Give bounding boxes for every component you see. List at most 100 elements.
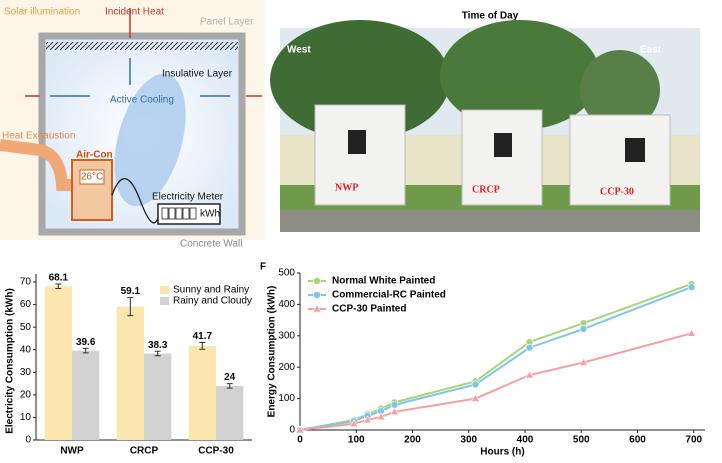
bar [72, 350, 100, 440]
insulative-layer [46, 42, 238, 50]
error-bar [82, 347, 89, 354]
tree [440, 20, 600, 130]
x-tick-label: 200 [404, 435, 421, 446]
y-tick-label: 70 [20, 277, 32, 288]
bar [116, 306, 144, 440]
x-tick-label: 0 [297, 435, 303, 446]
label: 26°C [81, 172, 103, 183]
y-tick-label: 0 [25, 435, 31, 446]
label: Incident Heat [105, 7, 164, 18]
error-bar [55, 283, 62, 290]
y-tick-label: 60 [20, 299, 32, 310]
point [389, 407, 400, 416]
bar [44, 286, 72, 440]
error-bar [127, 297, 134, 317]
photo-label: NWP [335, 182, 358, 193]
y-tick-label: 500 [278, 268, 295, 279]
exhaust-pipe [0, 139, 75, 191]
legend-label: Sunny and Rainy [173, 285, 249, 296]
label: Solar illumination [4, 7, 80, 18]
legend-marker [313, 277, 321, 285]
bar [144, 353, 172, 440]
photo-label: CCP-30 [600, 186, 634, 197]
label: Electricity Meter [152, 192, 224, 203]
bar [216, 385, 244, 440]
photo-label: East [640, 45, 662, 56]
x-tick-label: 300 [460, 435, 477, 446]
aircon-unit [71, 159, 113, 221]
cooling-zone [114, 73, 186, 207]
point [362, 415, 373, 424]
y-tick-label: 10 [20, 412, 32, 423]
label: Insulative Layer [162, 69, 233, 80]
y-tick-label: 30 [20, 367, 32, 378]
x-tick-label: CRCP [130, 446, 159, 457]
meter-wire [111, 178, 161, 224]
ground [280, 210, 700, 232]
label: Air-Con [76, 150, 113, 161]
legend-swatch [160, 286, 169, 294]
y-axis-label: Energy Consumption (kWh) [267, 286, 278, 418]
point [579, 325, 588, 333]
data-label: 59.1 [121, 286, 141, 297]
label: kWh [200, 209, 220, 220]
x-tick-label: 600 [629, 435, 646, 446]
panel-label: F [260, 262, 266, 273]
x-tick-label: 400 [517, 435, 534, 446]
legend-label: Commercial-RC Painted [332, 290, 446, 301]
bar [188, 345, 216, 440]
point [525, 343, 534, 352]
diagram: Solar illumination Incident Heat Panel L… [0, 0, 265, 250]
x-tick-label: CCP-30 [198, 446, 234, 457]
legend-marker [313, 291, 321, 299]
data-label: 24 [224, 372, 236, 383]
photo: Time of Day West East NWP CRCP CCP-30 [270, 11, 700, 232]
point [686, 328, 697, 337]
y-tick-label: 40 [20, 344, 32, 355]
label: Panel Layer [200, 17, 254, 28]
y-tick-label: 200 [278, 362, 295, 373]
error-bar [199, 341, 206, 350]
point [470, 393, 481, 402]
tree [580, 50, 660, 130]
point [578, 357, 589, 366]
legend-swatch [160, 297, 169, 305]
legend-label: Rainy and Cloudy [173, 296, 252, 307]
y-tick-label: 20 [20, 389, 32, 400]
label: Active Cooling [110, 95, 174, 106]
point [376, 412, 386, 421]
error-bar [154, 350, 161, 357]
point [295, 425, 305, 434]
point [349, 419, 359, 428]
photo-label: West [287, 45, 311, 56]
data-label: 41.7 [193, 331, 213, 342]
y-tick-label: 100 [278, 393, 295, 404]
error-bar [226, 383, 233, 389]
x-axis-label: Hours (h) [480, 447, 524, 458]
x-tick-label: 700 [685, 435, 702, 446]
aircon-display [79, 169, 105, 185]
legend-label: Normal White Painted [332, 276, 435, 287]
photo-title: Time of Day [462, 11, 519, 22]
data-label: 38.3 [148, 340, 168, 351]
point [471, 380, 480, 389]
y-tick-label: 400 [278, 299, 295, 310]
series-line [299, 332, 692, 431]
y-tick-label: 50 [20, 322, 32, 333]
y-axis-label: Electricity Consumption (kWh) [5, 288, 16, 434]
legend-label: CCP-30 Painted [332, 304, 406, 315]
photo-label: CRCP [472, 184, 500, 195]
legend-marker [312, 304, 322, 313]
data-label: 39.6 [76, 337, 96, 348]
x-tick-label: 500 [573, 435, 590, 446]
point [687, 283, 696, 291]
data-label: 68.1 [49, 273, 69, 284]
label: Heat Exhaustion [2, 131, 75, 142]
x-tick-label: 100 [348, 435, 365, 446]
label: Concrete Wall [180, 239, 242, 250]
y-tick-label: 300 [278, 330, 295, 341]
point [524, 370, 535, 379]
y-tick-label: 0 [289, 425, 295, 436]
x-tick-label: NWP [60, 446, 84, 457]
